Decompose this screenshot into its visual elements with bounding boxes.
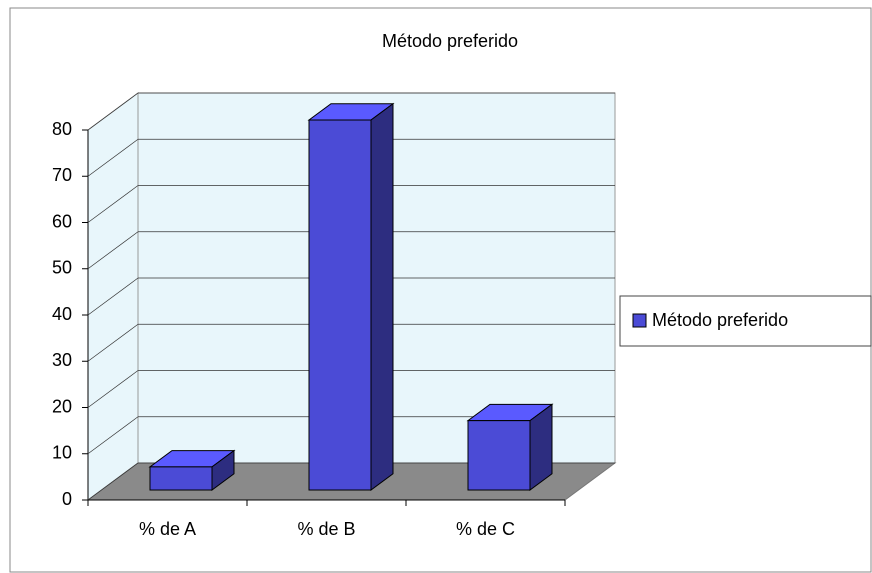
- y-tick-label: 20: [52, 396, 72, 416]
- grid-line: [87, 231, 139, 270]
- x-tick-label: % de C: [456, 519, 515, 539]
- y-tick-label: 10: [52, 443, 72, 463]
- y-tick-label: 0: [62, 489, 72, 509]
- x-tick-label: % de B: [297, 519, 355, 539]
- legend-swatch: [632, 313, 647, 328]
- grid-line: [87, 277, 139, 316]
- y-tick-label: 60: [52, 211, 72, 231]
- chart-title: Método preferido: [382, 31, 518, 51]
- y-tick-label: 30: [52, 350, 72, 370]
- bar: [308, 119, 372, 491]
- x-tick-label: % de A: [139, 519, 196, 539]
- bar: [149, 466, 213, 491]
- y-tick-label: 50: [52, 258, 72, 278]
- grid-line: [87, 370, 139, 408]
- grid-line: [87, 185, 139, 223]
- y-tick-label: 40: [52, 304, 72, 324]
- grid-line: [87, 462, 139, 501]
- y-tick-label: 80: [52, 119, 72, 139]
- grid-line: [87, 416, 139, 455]
- grid-line: [87, 138, 139, 177]
- bar: [467, 420, 531, 491]
- grid-line: [87, 92, 139, 131]
- y-tick-label: 70: [52, 165, 72, 185]
- bar-side: [370, 102, 394, 492]
- legend-box: [619, 295, 872, 347]
- legend-label: Método preferido: [652, 310, 788, 330]
- grid-line: [87, 323, 139, 362]
